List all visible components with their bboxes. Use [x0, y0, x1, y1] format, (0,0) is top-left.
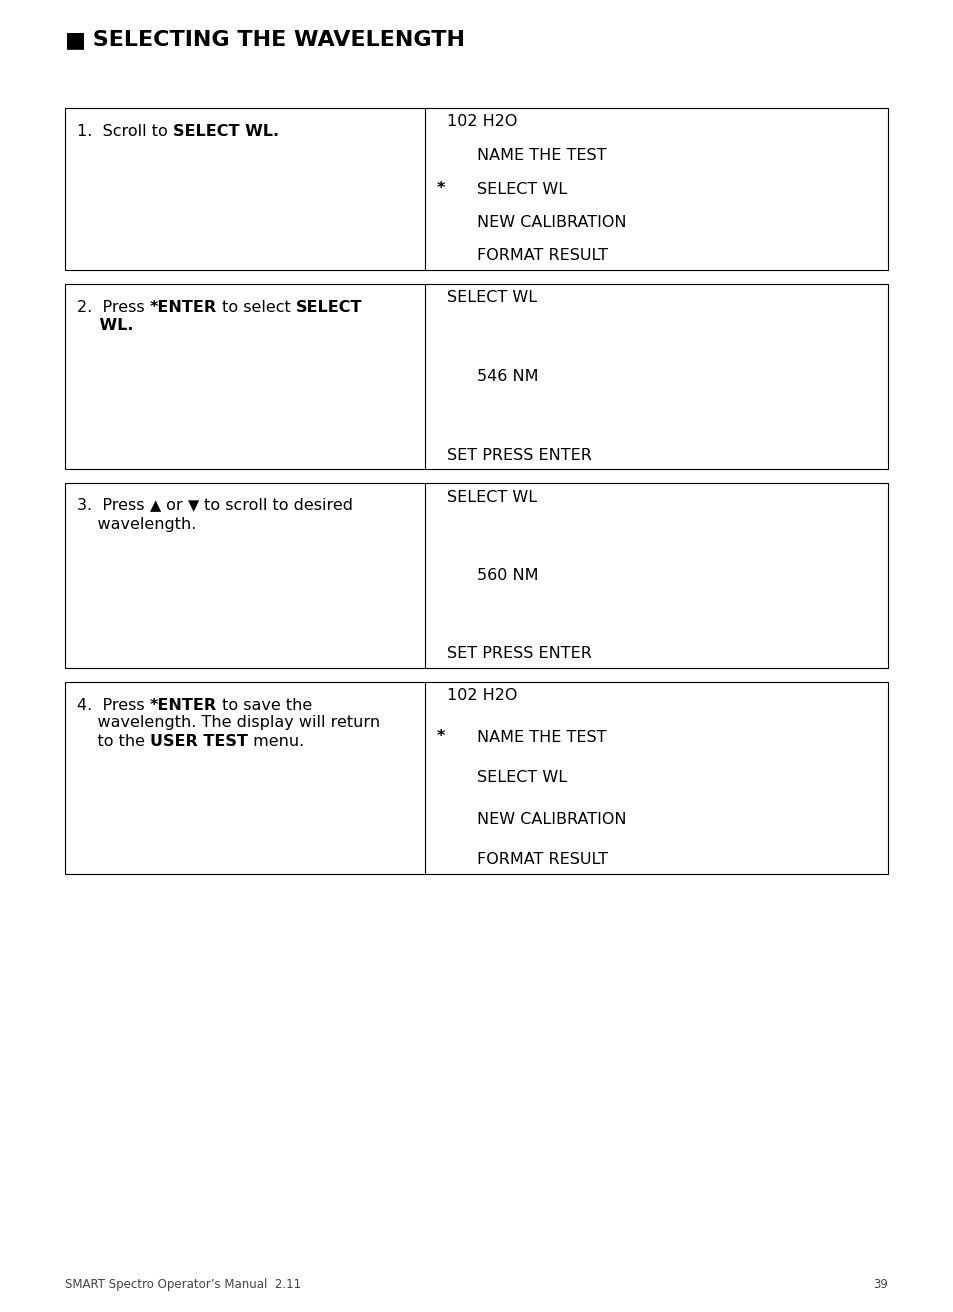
- Text: SELECT WL: SELECT WL: [476, 770, 566, 786]
- Text: FORMAT RESULT: FORMAT RESULT: [476, 853, 607, 867]
- Text: 3.  Press: 3. Press: [77, 499, 150, 513]
- Text: NEW CALIBRATION: NEW CALIBRATION: [476, 812, 626, 827]
- Bar: [65, 483, 887, 668]
- Text: 102 H2O: 102 H2O: [447, 114, 517, 130]
- Text: SMART Spectro Operator’s Manual  2.11: SMART Spectro Operator’s Manual 2.11: [65, 1278, 301, 1291]
- Text: menu.: menu.: [248, 733, 304, 749]
- Text: FORMAT RESULT: FORMAT RESULT: [476, 248, 607, 264]
- Text: USER TEST: USER TEST: [150, 733, 248, 749]
- Text: SELECT WL: SELECT WL: [476, 181, 566, 197]
- Bar: [65, 283, 887, 468]
- Text: 560 NM: 560 NM: [476, 568, 537, 583]
- Bar: [65, 682, 887, 874]
- Text: *ENTER: *ENTER: [150, 299, 216, 315]
- Text: 2.  Press: 2. Press: [77, 299, 150, 315]
- Text: ■: ■: [65, 30, 86, 50]
- Text: ▲: ▲: [150, 499, 161, 513]
- Text: 1.  Scroll to: 1. Scroll to: [77, 123, 172, 139]
- Text: 39: 39: [872, 1278, 887, 1291]
- Text: wavelength. The display will return: wavelength. The display will return: [77, 715, 379, 731]
- Text: *ENTER: *ENTER: [150, 698, 216, 712]
- Text: SET PRESS ENTER: SET PRESS ENTER: [447, 447, 591, 463]
- Text: SELECT: SELECT: [295, 299, 362, 315]
- Bar: [65, 108, 887, 270]
- Text: SELECTING THE WAVELENGTH: SELECTING THE WAVELENGTH: [85, 30, 464, 50]
- Text: *: *: [436, 729, 445, 744]
- Text: NAME THE TEST: NAME THE TEST: [476, 148, 606, 163]
- Text: 546 NM: 546 NM: [476, 369, 537, 384]
- Text: *: *: [436, 181, 445, 197]
- Text: 4.  Press: 4. Press: [77, 698, 150, 712]
- Text: to save the: to save the: [216, 698, 312, 712]
- Text: NAME THE TEST: NAME THE TEST: [476, 729, 606, 744]
- Text: to select: to select: [216, 299, 295, 315]
- Text: SET PRESS ENTER: SET PRESS ENTER: [447, 647, 591, 661]
- Text: or: or: [161, 499, 188, 513]
- Text: WL.: WL.: [77, 318, 133, 332]
- Text: to scroll to desired: to scroll to desired: [198, 499, 353, 513]
- Text: ▼: ▼: [188, 499, 198, 513]
- Text: NEW CALIBRATION: NEW CALIBRATION: [476, 215, 626, 230]
- Text: to the: to the: [77, 733, 150, 749]
- Text: SELECT WL: SELECT WL: [447, 290, 537, 306]
- Text: SELECT WL.: SELECT WL.: [172, 123, 278, 139]
- Text: wavelength.: wavelength.: [77, 517, 196, 531]
- Text: 102 H2O: 102 H2O: [447, 689, 517, 703]
- Text: SELECT WL: SELECT WL: [447, 489, 537, 505]
